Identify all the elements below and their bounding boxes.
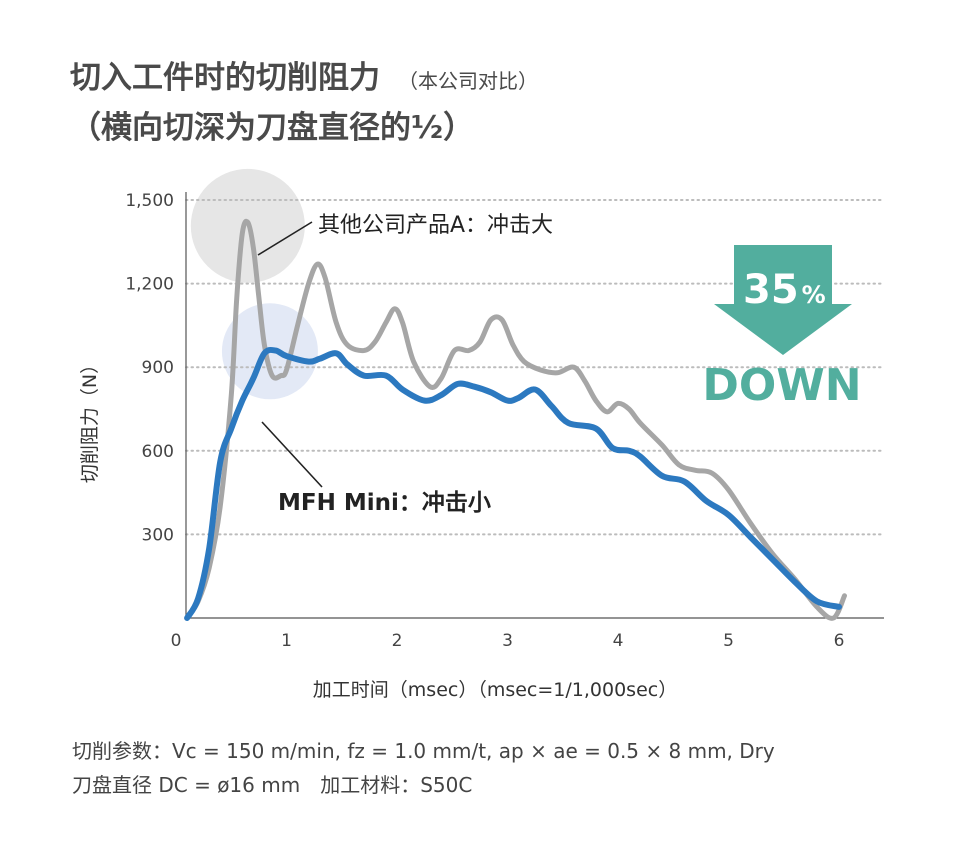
x-tick-label: 3 <box>502 631 513 651</box>
chart-title: 切入工件时的切削阻力 （本公司对比） <box>70 52 538 97</box>
x-tick-label: 0 <box>171 631 182 651</box>
series-line-competitor <box>184 218 847 621</box>
x-tick-label: 5 <box>723 631 734 651</box>
x-tick-label: 1 <box>281 631 292 651</box>
chart-title-main: 切入工件时的切削阻力 <box>70 60 380 96</box>
grid-layer <box>185 199 885 536</box>
chart-title-note: （本公司对比） <box>398 69 538 93</box>
axes-layer: 300 600 900 1,200 1,500 0 1 2 3 4 5 6 加工时间（msec）（mse… <box>79 191 884 701</box>
badge-percent-text: 35% <box>743 267 826 313</box>
badge-down-text: DOWN <box>702 360 861 411</box>
cutting-conditions: 切削参数：Vc = 150 m/min, fz = 1.0 mm/t, ap ×… <box>72 739 775 763</box>
badge-percent-value: 35 <box>743 267 799 313</box>
tool-material-conditions: 刀盘直径 DC = ø16 mm 加工材料：S50C <box>72 773 473 797</box>
y-tick-label: 900 <box>142 358 174 378</box>
series-layer <box>184 218 847 621</box>
y-tick-label: 600 <box>142 442 174 462</box>
annotation-layer: 其他公司产品A：冲击大 MFH Mini：冲击小 <box>257 213 553 516</box>
chart-subtitle: （横向切深为刀盘直径的½） <box>70 110 475 146</box>
x-axis-label: 加工时间（msec）（msec=1/1,000sec） <box>313 679 677 701</box>
competitor-leader-line <box>257 221 313 256</box>
y-tick-label: 1,200 <box>125 275 174 295</box>
mfh-label: MFH Mini：冲击小 <box>278 490 491 516</box>
y-tick-label: 1,500 <box>125 191 174 211</box>
y-tick-label: 300 <box>142 525 174 545</box>
x-tick-label: 6 <box>834 631 845 651</box>
reduction-badge: 35 % DOWN <box>702 245 862 411</box>
x-tick-label: 4 <box>613 631 624 651</box>
mfh-leader-line <box>261 421 323 488</box>
down-arrow-icon <box>714 245 852 355</box>
y-axis-label: 切削阻力（N） <box>79 355 101 483</box>
series-line-mfh-mini <box>184 346 842 621</box>
badge-percent-symbol: % <box>802 281 826 309</box>
x-tick-label: 2 <box>392 631 403 651</box>
competitor-label: 其他公司产品A：冲击大 <box>318 213 553 238</box>
